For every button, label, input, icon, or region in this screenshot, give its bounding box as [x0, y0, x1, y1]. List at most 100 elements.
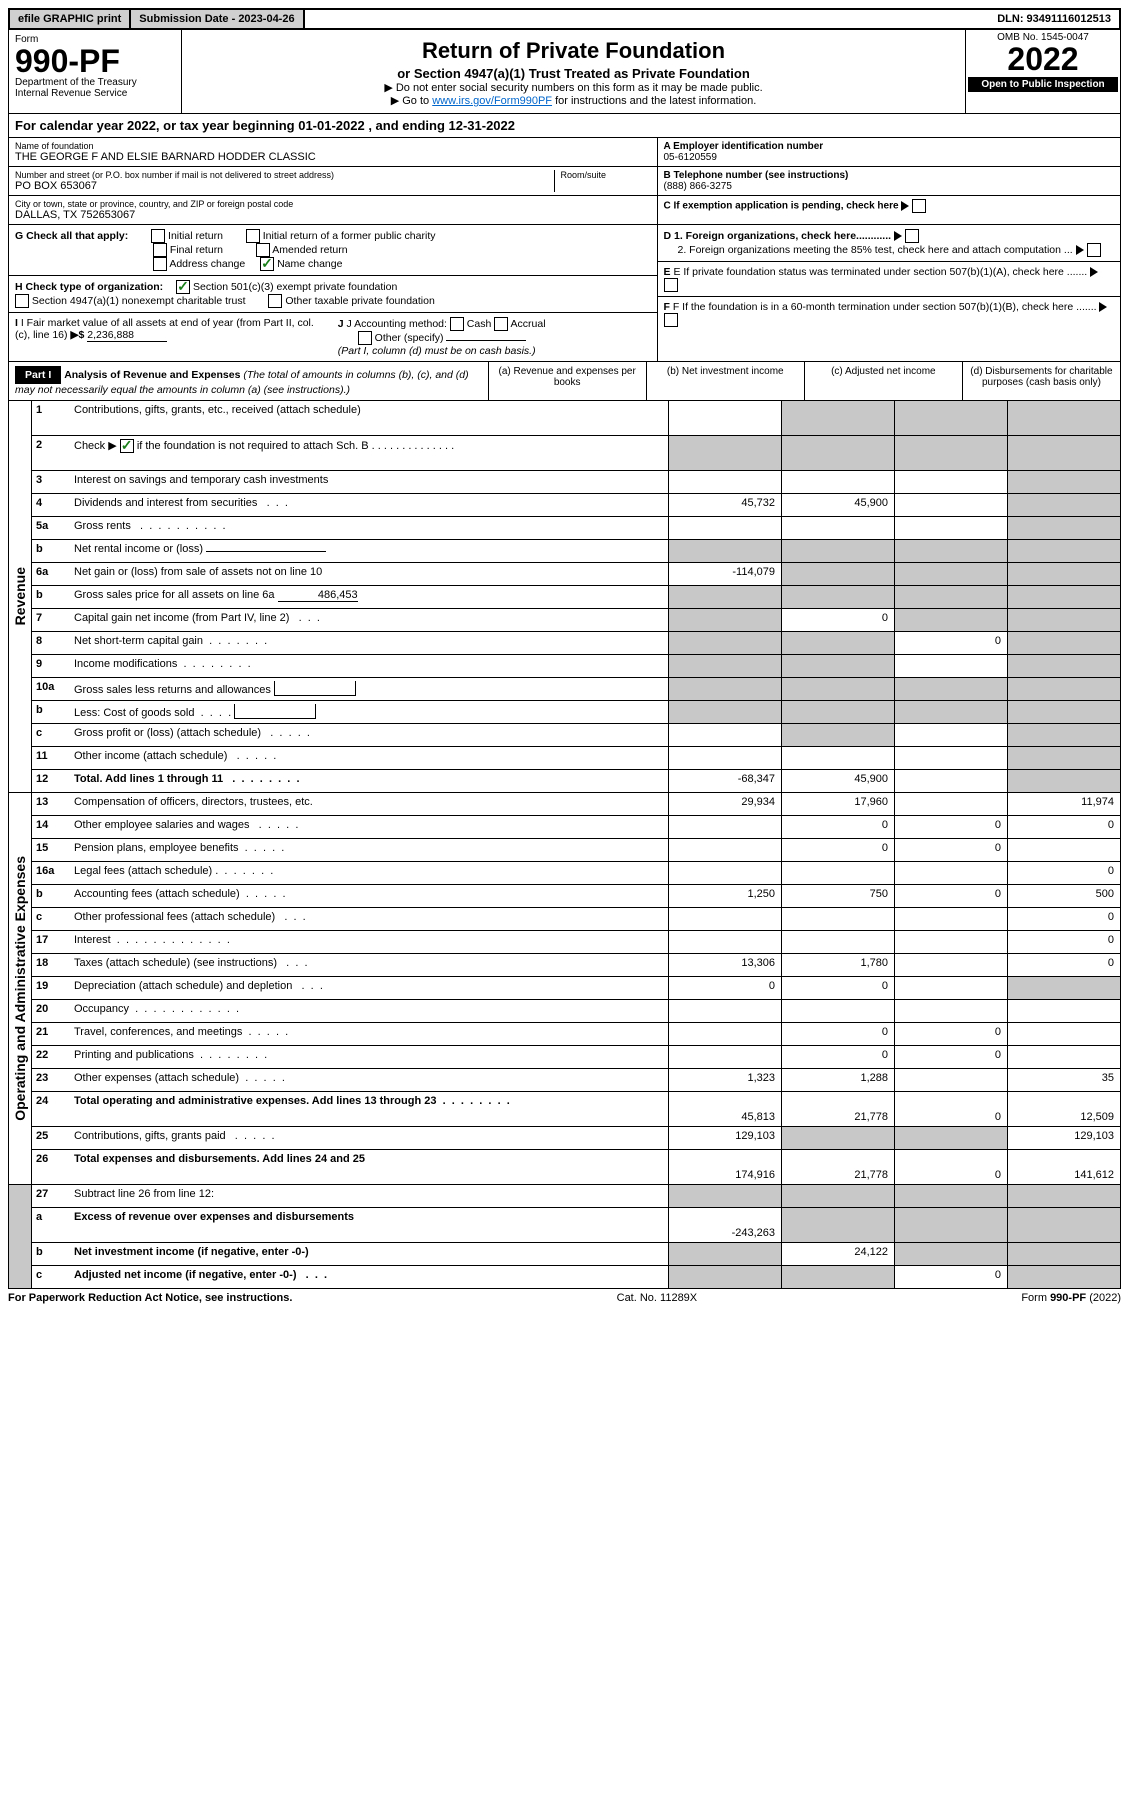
c-checkbox[interactable]: [912, 199, 926, 213]
j-other-checkbox[interactable]: [358, 331, 372, 345]
line-9: Income modifications . . . . . . . .: [70, 655, 668, 677]
l23-b: 1,288: [781, 1069, 894, 1091]
form-subtitle: or Section 4947(a)(1) Trust Treated as P…: [188, 66, 959, 81]
h-501-checkbox[interactable]: [176, 280, 190, 294]
line-10c: Gross profit or (loss) (attach schedule)…: [70, 724, 668, 746]
entity-info: Name of foundation THE GEORGE F AND ELSI…: [8, 138, 1121, 225]
i-value: 2,236,888: [87, 329, 167, 342]
l6a-a: -114,079: [668, 563, 781, 585]
l8-c: 0: [894, 632, 1007, 654]
l24-b: 21,778: [781, 1092, 894, 1126]
g-initial-checkbox[interactable]: [151, 229, 165, 243]
l16c-d: 0: [1007, 908, 1120, 930]
line-16b: Accounting fees (attach schedule) . . . …: [70, 885, 668, 907]
address-cell: Number and street (or P.O. box number if…: [9, 167, 657, 196]
line-26: Total expenses and disbursements. Add li…: [70, 1150, 668, 1184]
line-16c: Other professional fees (attach schedule…: [70, 908, 668, 930]
l26-b: 21,778: [781, 1150, 894, 1184]
line-18: Taxes (attach schedule) (see instruction…: [70, 954, 668, 976]
j-label: J Accounting method:: [347, 318, 447, 330]
form-title: Return of Private Foundation: [188, 38, 959, 64]
g-name-checkbox[interactable]: [260, 257, 274, 271]
line-20: Occupancy . . . . . . . . . . . .: [70, 1000, 668, 1022]
h-4947: Section 4947(a)(1) nonexempt charitable …: [32, 295, 246, 307]
tax-year: 2022: [968, 43, 1118, 75]
h-row: H Check type of organization: Section 50…: [9, 276, 657, 313]
g-name: Name change: [277, 258, 342, 270]
line-8: Net short-term capital gain . . . . . . …: [70, 632, 668, 654]
l2-checkbox[interactable]: [120, 439, 134, 453]
g-label: G Check all that apply:: [15, 230, 128, 242]
dept: Department of the Treasury: [15, 77, 175, 88]
expenses-section: Operating and Administrative Expenses 13…: [8, 793, 1121, 1185]
note-1: ▶ Do not enter social security numbers o…: [188, 81, 959, 94]
h-other-checkbox[interactable]: [268, 294, 282, 308]
l12-b: 45,900: [781, 770, 894, 792]
efile-button[interactable]: efile GRAPHIC print: [10, 10, 131, 28]
e-label: E If private foundation status was termi…: [673, 266, 1087, 278]
l27b-b: 24,122: [781, 1243, 894, 1265]
top-bar: efile GRAPHIC print Submission Date - 20…: [8, 8, 1121, 30]
calendar-year-line: For calendar year 2022, or tax year begi…: [8, 114, 1121, 138]
name-label: Name of foundation: [15, 141, 651, 151]
d2-checkbox[interactable]: [1087, 243, 1101, 257]
d1-label: D 1. Foreign organizations, check here..…: [664, 230, 892, 242]
line-16a: Legal fees (attach schedule) . . . . . .…: [70, 862, 668, 884]
g-row: G Check all that apply: Initial return I…: [9, 225, 657, 276]
h-4947-checkbox[interactable]: [15, 294, 29, 308]
e-checkbox[interactable]: [664, 278, 678, 292]
g-addr-checkbox[interactable]: [153, 257, 167, 271]
l26-c: 0: [894, 1150, 1007, 1184]
addr-label: Number and street (or P.O. box number if…: [15, 170, 554, 180]
d-row: D 1. Foreign organizations, check here..…: [658, 225, 1121, 262]
l23-d: 35: [1007, 1069, 1120, 1091]
l7-b: 0: [781, 609, 894, 631]
l18-d: 0: [1007, 954, 1120, 976]
city-label: City or town, state or province, country…: [15, 199, 651, 209]
arrow-icon: [1099, 302, 1107, 312]
line-27a: Excess of revenue over expenses and disb…: [70, 1208, 668, 1242]
open-public: Open to Public Inspection: [968, 77, 1118, 92]
l13-b: 17,960: [781, 793, 894, 815]
j-accrual-checkbox[interactable]: [494, 317, 508, 331]
note2-pre: ▶ Go to: [391, 95, 432, 107]
j-note: (Part I, column (d) must be on cash basi…: [338, 345, 536, 357]
d1-checkbox[interactable]: [905, 229, 919, 243]
j-cash-checkbox[interactable]: [450, 317, 464, 331]
dln: DLN: 93491116012513: [989, 10, 1119, 28]
line-12: Total. Add lines 1 through 11 . . . . . …: [70, 770, 668, 792]
col-d-header: (d) Disbursements for charitable purpose…: [962, 362, 1120, 400]
l22-c: 0: [894, 1046, 1007, 1068]
phone-label: B Telephone number (see instructions): [664, 170, 1115, 181]
f-label: F If the foundation is in a 60-month ter…: [673, 301, 1097, 313]
c-cell: C If exemption application is pending, c…: [658, 196, 1121, 216]
f-checkbox[interactable]: [664, 313, 678, 327]
col-a-header: (a) Revenue and expenses per books: [488, 362, 646, 400]
l15-b: 0: [781, 839, 894, 861]
footer-right: Form 990-PF (2022): [1021, 1292, 1121, 1304]
h-501: Section 501(c)(3) exempt private foundat…: [193, 281, 397, 293]
l12-a: -68,347: [668, 770, 781, 792]
line-27: Subtract line 26 from line 12:: [70, 1185, 668, 1207]
l16b-b: 750: [781, 885, 894, 907]
line-10b: Less: Cost of goods sold . . . .: [70, 701, 668, 723]
line-4: Dividends and interest from securities .…: [70, 494, 668, 516]
h-other: Other taxable private foundation: [285, 295, 434, 307]
line-22: Printing and publications . . . . . . . …: [70, 1046, 668, 1068]
irs: Internal Revenue Service: [15, 88, 175, 99]
g-amended: Amended return: [272, 244, 347, 256]
line-17: Interest . . . . . . . . . . . . .: [70, 931, 668, 953]
line-15: Pension plans, employee benefits . . . .…: [70, 839, 668, 861]
l18-b: 1,780: [781, 954, 894, 976]
g-final: Final return: [170, 244, 223, 256]
page-footer: For Paperwork Reduction Act Notice, see …: [8, 1289, 1121, 1307]
g-initial-former-checkbox[interactable]: [246, 229, 260, 243]
l16a-d: 0: [1007, 862, 1120, 884]
g-final-checkbox[interactable]: [153, 243, 167, 257]
line-5a: Gross rents . . . . . . . . . .: [70, 517, 668, 539]
line-6b: Gross sales price for all assets on line…: [70, 586, 668, 608]
foundation-name: THE GEORGE F AND ELSIE BARNARD HODDER CL…: [15, 151, 651, 163]
expenses-label: Operating and Administrative Expenses: [12, 856, 28, 1121]
form-link[interactable]: www.irs.gov/Form990PF: [432, 95, 552, 107]
line-6a: Net gain or (loss) from sale of assets n…: [70, 563, 668, 585]
